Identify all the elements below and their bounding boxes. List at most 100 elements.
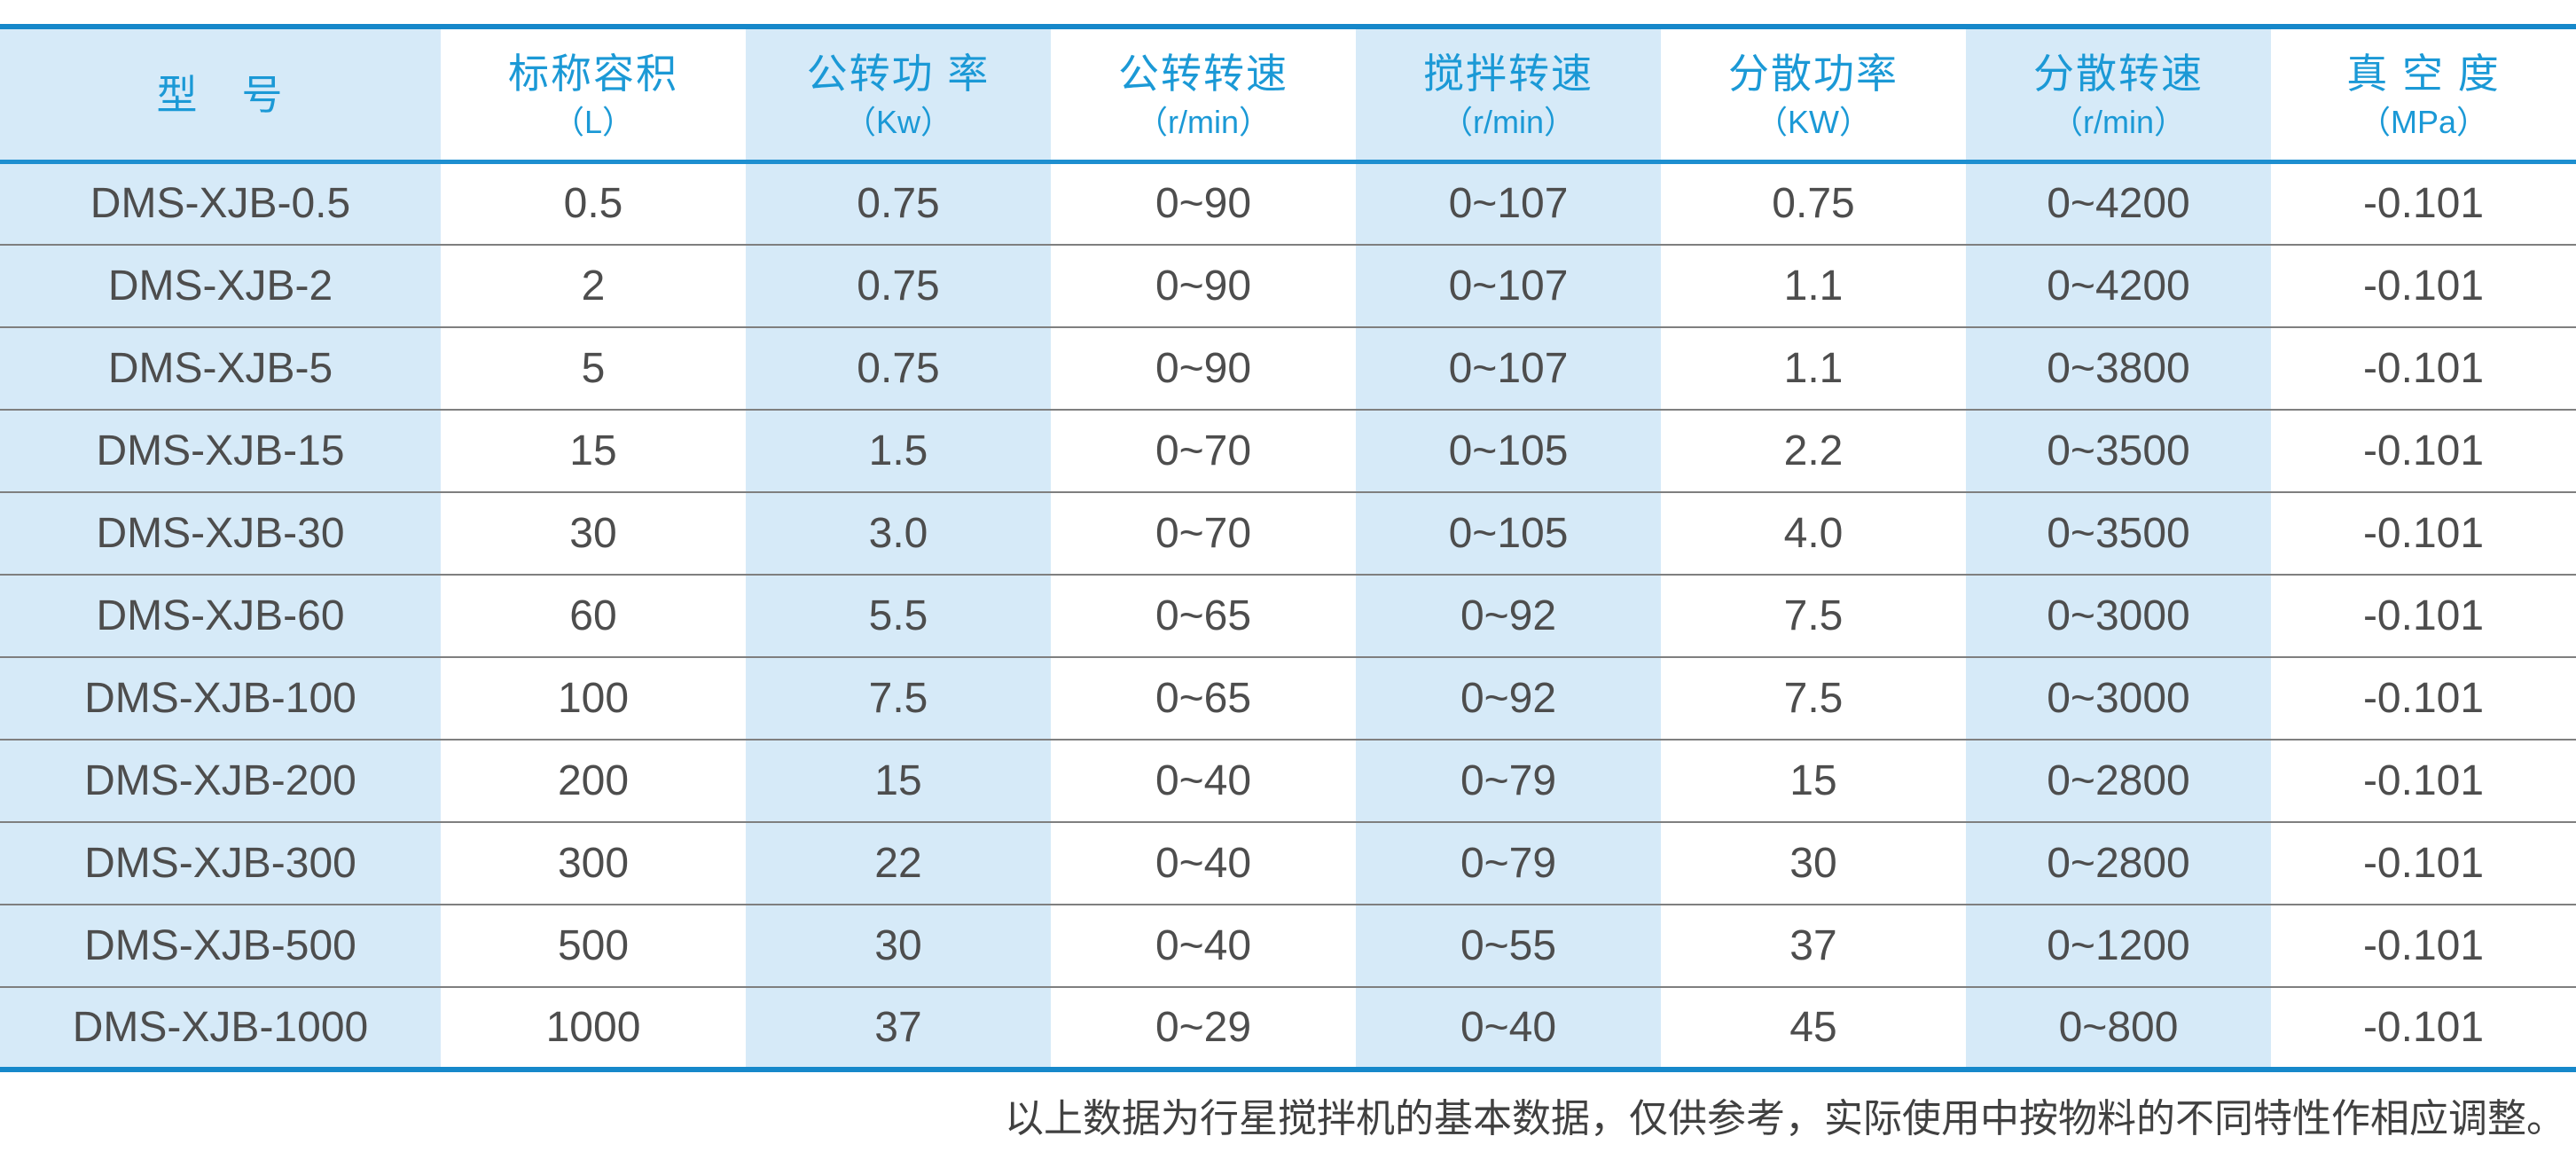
- value-cell: 37: [1661, 904, 1966, 987]
- column-title: 真 空 度: [2346, 50, 2501, 97]
- value-cell: 0~90: [1051, 161, 1356, 245]
- column-unit: （MPa）: [2358, 103, 2489, 140]
- table-row: DMS-XJB-100 100 7.5 0~65 0~92 7.5 0~3000 -0.101: [0, 656, 2576, 740]
- column-header-8: 真 空 度 （MPa）: [2271, 27, 2576, 162]
- value-cell: 7.5: [1661, 574, 1966, 657]
- value-cell: 3.0: [746, 491, 1051, 575]
- value-cell: -0.101: [2271, 244, 2576, 327]
- column-header-7: 分散转速 （r/min）: [1966, 27, 2271, 162]
- column-title: 分散转速: [2033, 50, 2204, 97]
- value-cell: 1000: [441, 986, 746, 1070]
- column-title: 分散功率: [1728, 50, 1899, 97]
- value-cell: 30: [1661, 821, 1966, 905]
- value-cell: 15: [746, 739, 1051, 822]
- column-unit: （r/min）: [1136, 103, 1271, 140]
- model-cell: DMS-XJB-30: [0, 491, 441, 575]
- value-cell: 0~4200: [1966, 244, 2271, 327]
- value-cell: 0~105: [1356, 491, 1661, 575]
- table-row: DMS-XJB-2 2 0.75 0~90 0~107 1.1 0~4200 -0.101: [0, 244, 2576, 327]
- value-cell: 5.5: [746, 574, 1051, 657]
- value-cell: 0~2800: [1966, 739, 2271, 822]
- model-cell: DMS-XJB-60: [0, 574, 441, 657]
- table-header: 型 号 标称容积 （L） 公转功 率 （Kw） 公转转速 （r/min） 搅拌转速 （r/min…: [0, 27, 2576, 162]
- table-row: DMS-XJB-15 15 1.5 0~70 0~105 2.2 0~3500 -0.101: [0, 409, 2576, 492]
- footer-note: 以上数据为行星搅拌机的基本数据，仅供参考，实际使用中按物料的不同特性作相应调整。: [1005, 1095, 2565, 1141]
- value-cell: 30: [746, 904, 1051, 987]
- column-title: 公转功 率: [806, 50, 990, 97]
- model-cell: DMS-XJB-500: [0, 904, 441, 987]
- value-cell: 1.1: [1661, 244, 1966, 327]
- value-cell: 0~90: [1051, 326, 1356, 410]
- value-cell: 15: [1661, 739, 1966, 822]
- column-unit: （r/min）: [2051, 103, 2186, 140]
- value-cell: -0.101: [2271, 491, 2576, 575]
- table-row: DMS-XJB-1000 1000 37 0~29 0~40 45 0~800 -0.101: [0, 986, 2576, 1070]
- value-cell: 0~3500: [1966, 491, 2271, 575]
- value-cell: 2: [441, 244, 746, 327]
- value-cell: 500: [441, 904, 746, 987]
- value-cell: -0.101: [2271, 161, 2576, 245]
- model-cell: DMS-XJB-2: [0, 244, 441, 327]
- value-cell: 0~800: [1966, 986, 2271, 1070]
- value-cell: 300: [441, 821, 746, 905]
- value-cell: 0~107: [1356, 161, 1661, 245]
- column-title: 公转转速: [1118, 50, 1288, 97]
- column-unit: （r/min）: [1441, 103, 1576, 140]
- value-cell: 0.75: [746, 244, 1051, 327]
- value-cell: 0~70: [1051, 409, 1356, 492]
- value-cell: 0~105: [1356, 409, 1661, 492]
- column-header-5: 搅拌转速 （r/min）: [1356, 27, 1661, 162]
- value-cell: 0~79: [1356, 739, 1661, 822]
- value-cell: 0.75: [746, 161, 1051, 245]
- column-unit: （Kw）: [843, 103, 952, 140]
- value-cell: 0~70: [1051, 491, 1356, 575]
- value-cell: -0.101: [2271, 326, 2576, 410]
- table-row: DMS-XJB-0.5 0.5 0.75 0~90 0~107 0.75 0~4200 -0.…: [0, 161, 2576, 245]
- value-cell: 60: [441, 574, 746, 657]
- column-title: 搅拌转速: [1423, 50, 1593, 97]
- value-cell: 0.75: [1661, 161, 1966, 245]
- value-cell: 2.2: [1661, 409, 1966, 492]
- value-cell: 0~65: [1051, 656, 1356, 740]
- column-header-2: 标称容积 （L）: [441, 27, 746, 162]
- column-header-3: 公转功 率 （Kw）: [746, 27, 1051, 162]
- model-cell: DMS-XJB-200: [0, 739, 441, 822]
- column-title: 标称容积: [508, 50, 678, 97]
- column-header-1: 型 号: [0, 27, 441, 162]
- table-row: DMS-XJB-5 5 0.75 0~90 0~107 1.1 0~3800 -0.101: [0, 326, 2576, 410]
- value-cell: 22: [746, 821, 1051, 905]
- value-cell: 0~3500: [1966, 409, 2271, 492]
- table-row: DMS-XJB-200 200 15 0~40 0~79 15 0~2800 -0.101: [0, 739, 2576, 822]
- value-cell: 0~92: [1356, 574, 1661, 657]
- value-cell: -0.101: [2271, 574, 2576, 657]
- value-cell: 0~107: [1356, 244, 1661, 327]
- value-cell: 0~107: [1356, 326, 1661, 410]
- value-cell: -0.101: [2271, 656, 2576, 740]
- value-cell: 0~40: [1051, 739, 1356, 822]
- value-cell: -0.101: [2271, 986, 2576, 1070]
- value-cell: 0~3000: [1966, 574, 2271, 657]
- model-cell: DMS-XJB-1000: [0, 986, 441, 1070]
- value-cell: 0~55: [1356, 904, 1661, 987]
- model-cell: DMS-XJB-300: [0, 821, 441, 905]
- model-cell: DMS-XJB-15: [0, 409, 441, 492]
- value-cell: 37: [746, 986, 1051, 1070]
- value-cell: 0~1200: [1966, 904, 2271, 987]
- value-cell: 0~40: [1051, 904, 1356, 987]
- value-cell: 7.5: [746, 656, 1051, 740]
- model-cell: DMS-XJB-100: [0, 656, 441, 740]
- table-row: DMS-XJB-300 300 22 0~40 0~79 30 0~2800 -0.101: [0, 821, 2576, 905]
- value-cell: 0~90: [1051, 244, 1356, 327]
- table-row: DMS-XJB-30 30 3.0 0~70 0~105 4.0 0~3500 -0.101: [0, 491, 2576, 575]
- value-cell: 0~65: [1051, 574, 1356, 657]
- value-cell: 1.1: [1661, 326, 1966, 410]
- value-cell: 4.0: [1661, 491, 1966, 575]
- value-cell: 100: [441, 656, 746, 740]
- value-cell: 0.5: [441, 161, 746, 245]
- value-cell: 0~29: [1051, 986, 1356, 1070]
- value-cell: 0~2800: [1966, 821, 2271, 905]
- value-cell: 200: [441, 739, 746, 822]
- value-cell: 0~92: [1356, 656, 1661, 740]
- value-cell: 30: [441, 491, 746, 575]
